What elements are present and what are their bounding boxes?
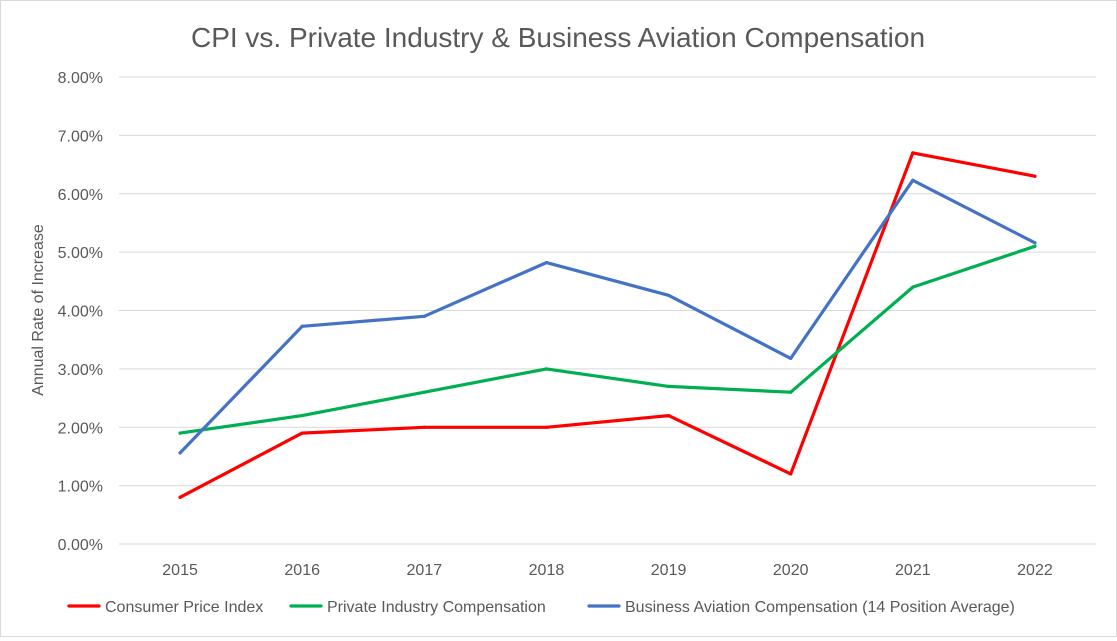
y-axis-title: Annual Rate of Increase	[30, 224, 47, 396]
data-point	[666, 293, 671, 297]
y-tick-label: 6.00%	[58, 187, 103, 204]
data-point	[789, 356, 793, 360]
x-tick-label: 2015	[162, 562, 198, 579]
x-tick-label: 2019	[651, 562, 687, 579]
data-point	[544, 261, 549, 265]
data-point	[178, 495, 182, 499]
series-line-2	[178, 244, 1037, 435]
data-point	[1033, 241, 1037, 245]
x-axis-ticks: 2015 2016 2017 2018 2019 2020 2021 2022	[162, 562, 1053, 579]
series-line-3	[178, 178, 1037, 455]
x-tick-label: 2021	[895, 562, 931, 579]
data-point	[1033, 174, 1037, 178]
y-tick-label: 3.00%	[58, 362, 103, 379]
chart-title: CPI vs. Private Industry & Business Avia…	[191, 22, 925, 53]
x-tick-label: 2018	[529, 562, 565, 579]
gridlines	[119, 76, 1096, 545]
x-tick-label: 2022	[1017, 562, 1053, 579]
legend-label: Business Aviation Compensation (14 Posit…	[625, 599, 1015, 616]
data-point	[178, 451, 182, 455]
data-point	[544, 367, 549, 371]
series-line-1	[178, 151, 1037, 499]
data-point	[422, 314, 426, 318]
y-tick-label: 7.00%	[58, 128, 103, 145]
legend-label: Private Industry Compensation	[327, 599, 546, 616]
legend-label: Consumer Price Index	[105, 599, 263, 616]
data-point	[911, 178, 915, 182]
data-point	[300, 431, 304, 435]
y-tick-label: 5.00%	[58, 245, 103, 262]
y-axis-ticks: 0.00% 1.00% 2.00% 3.00% 4.00% 5.00% 6.00% 7.00%…	[58, 70, 103, 554]
data-point	[789, 390, 793, 394]
y-tick-label: 2.00%	[58, 420, 103, 437]
x-tick-label: 2020	[773, 562, 809, 579]
y-tick-label: 1.00%	[58, 479, 103, 496]
data-point	[178, 431, 182, 435]
data-point	[1033, 244, 1037, 248]
data-point	[911, 151, 915, 155]
data-point	[544, 425, 549, 429]
data-point	[789, 472, 793, 476]
data-point	[911, 285, 915, 289]
x-tick-label: 2016	[284, 562, 320, 579]
y-tick-label: 8.00%	[58, 70, 103, 87]
x-tick-label: 2017	[407, 562, 443, 579]
data-point	[666, 413, 671, 418]
data-point	[422, 425, 426, 429]
y-tick-label: 4.00%	[58, 304, 103, 321]
y-tick-label: 0.00%	[58, 537, 103, 554]
data-point	[300, 413, 304, 418]
data-point	[300, 324, 304, 328]
data-point	[422, 390, 426, 394]
series-lines	[178, 151, 1037, 499]
legend: Consumer Price Index Private Industry Com…	[67, 599, 1015, 616]
data-point	[666, 384, 671, 388]
